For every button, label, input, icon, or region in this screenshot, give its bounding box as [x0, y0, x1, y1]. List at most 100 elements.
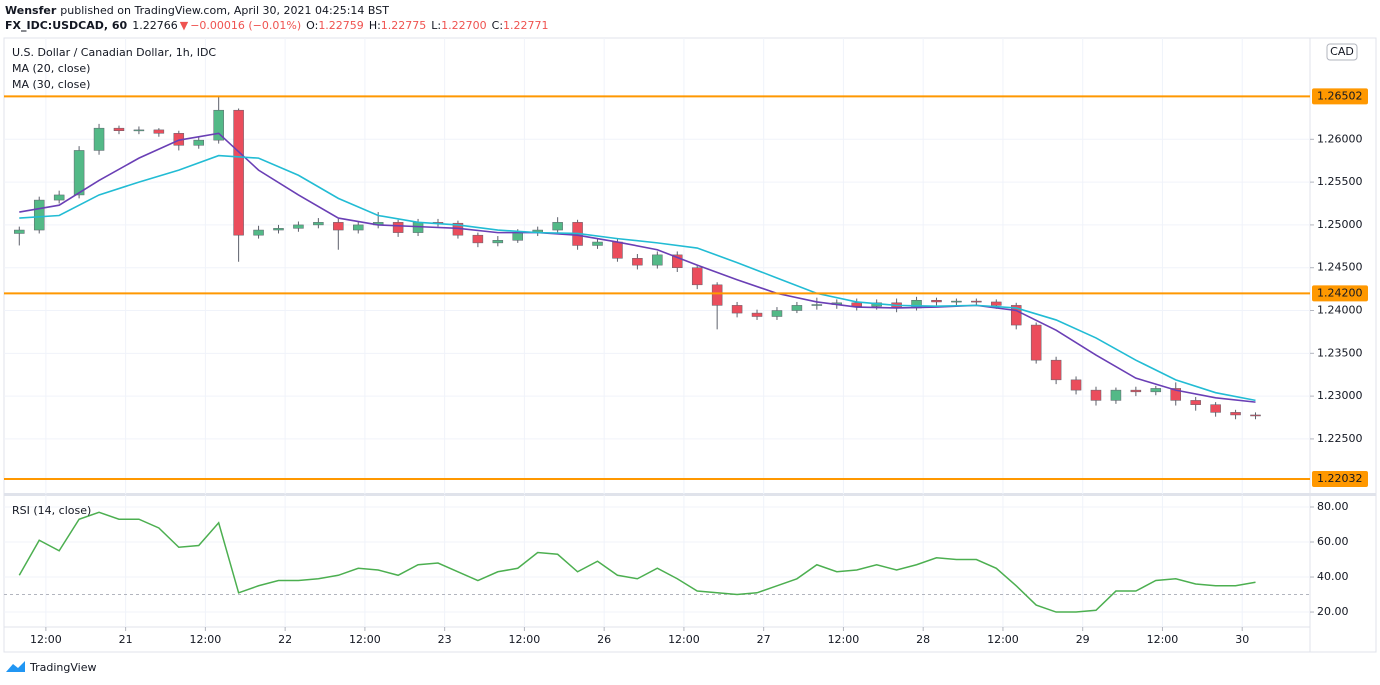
candle-body [33, 199, 45, 231]
y-tick-label: 1.24000 [1317, 304, 1363, 317]
candle-body [991, 301, 1002, 306]
candle-body [951, 300, 962, 303]
candle-body [53, 194, 65, 201]
published: published on TradingView.com, April 30, … [60, 4, 389, 17]
ohlc-value: 1.22759 [318, 19, 364, 32]
publish-line: Wensfer published on TradingView.com, Apr… [5, 4, 389, 17]
ma-line [19, 132, 1256, 403]
candle-body [1230, 412, 1241, 416]
level-tag [1312, 285, 1368, 302]
candle-body [731, 305, 743, 314]
candle-body [1110, 389, 1122, 401]
candle-body [492, 240, 504, 244]
chart-title: U.S. Dollar / Canadian Dollar, 1h, IDC [12, 46, 216, 59]
level-label: 1.22032 [1317, 472, 1363, 485]
x-tick-label: 30 [1235, 633, 1249, 646]
level-label: 1.24200 [1317, 286, 1363, 299]
candle-body [592, 241, 603, 246]
y-tick-label: 1.24500 [1317, 261, 1363, 274]
candle-body [14, 229, 25, 234]
candle-body [153, 129, 165, 134]
currency-box [1326, 43, 1358, 61]
y-tick-label: 1.25000 [1317, 218, 1363, 231]
change: −0.00016 (−0.01%) [190, 19, 301, 32]
candle-body [1210, 404, 1221, 413]
candle-body [293, 224, 304, 229]
candle-body [1150, 388, 1162, 393]
ohlc-label: O: [306, 19, 318, 32]
candle-body [193, 139, 204, 146]
candle-body [1070, 379, 1082, 391]
candle-body [512, 232, 524, 241]
candle-body [313, 222, 324, 226]
candle-body [771, 310, 783, 317]
level-tag [1312, 470, 1368, 487]
x-tick-label: 29 [1076, 633, 1090, 646]
y-tick-label: 1.26000 [1317, 132, 1363, 145]
y-tick-label: 1.25500 [1317, 175, 1363, 188]
ohlc-value: 1.22775 [381, 19, 427, 32]
candle-body [1010, 305, 1022, 326]
x-tick-label: 12:00 [987, 633, 1019, 646]
x-tick-label: 12:00 [1147, 633, 1179, 646]
x-tick-label: 27 [757, 633, 771, 646]
candle-body [472, 234, 484, 244]
candle-body [333, 222, 344, 231]
y-tick-label: 80.00 [1317, 500, 1349, 513]
candle-body [113, 127, 125, 131]
symbol: FX_IDC:USDCAD, 60 [5, 19, 128, 32]
level-tag [1312, 88, 1368, 105]
x-tick-label: 22 [278, 633, 292, 646]
candle-body [1050, 359, 1062, 381]
candle-body [931, 299, 942, 303]
candle-body [1030, 324, 1042, 361]
candle-body [791, 305, 803, 311]
y-tick-label: 20.00 [1317, 605, 1349, 618]
legend-entry: MA (20, close) [12, 62, 90, 75]
x-tick-label: 12:00 [30, 633, 62, 646]
candle-body [273, 228, 284, 231]
ohlc-label: C: [492, 19, 503, 32]
x-tick-label: 12:00 [668, 633, 700, 646]
brand: TradingView [29, 661, 96, 674]
candle-body [851, 302, 862, 307]
candle-body [133, 129, 145, 132]
candle-body [392, 222, 404, 233]
candle-body [93, 127, 105, 151]
x-tick-label: 12:00 [828, 633, 860, 646]
candle-body [253, 229, 264, 236]
candle-body [811, 304, 823, 306]
publisher: Wensfer [5, 4, 57, 17]
ma-line [19, 154, 1256, 402]
x-tick-label: 21 [119, 633, 133, 646]
legend-entry: RSI (14, close) [12, 504, 91, 517]
candle-body [652, 254, 663, 266]
legend-entry: MA (30, close) [12, 78, 90, 91]
frame [3, 37, 1377, 653]
ohlc-label: H: [369, 19, 381, 32]
candle-body [711, 284, 723, 306]
ohlc-value: 1.22771 [503, 19, 549, 32]
y-tick-label: 60.00 [1317, 535, 1349, 548]
ohlc-label: L: [431, 19, 441, 32]
candle-body [352, 224, 364, 231]
x-tick-label: 23 [438, 633, 452, 646]
candle-body [213, 109, 224, 141]
y-tick-label: 40.00 [1317, 570, 1349, 583]
ohlc-value: 1.22700 [441, 19, 487, 32]
candle-body [552, 222, 563, 231]
candle-body [971, 300, 982, 303]
y-tick-label: 1.23000 [1317, 389, 1363, 402]
x-tick-label: 12:00 [349, 633, 381, 646]
y-tick-label: 1.22500 [1317, 432, 1363, 445]
currency: CAD [1330, 45, 1354, 58]
logo [6, 661, 25, 672]
level-label: 1.26502 [1317, 89, 1363, 102]
rsi-line [18, 511, 1256, 613]
last-price: 1.22766 [132, 19, 178, 32]
candle-body [672, 254, 683, 268]
candle-body [691, 267, 703, 286]
direction: ▼ [180, 19, 189, 32]
quote-line: FX_IDC:USDCAD, 60 1.22766 ▼ −0.00016 (−0.01… [5, 19, 549, 32]
x-tick-label: 28 [916, 633, 930, 646]
